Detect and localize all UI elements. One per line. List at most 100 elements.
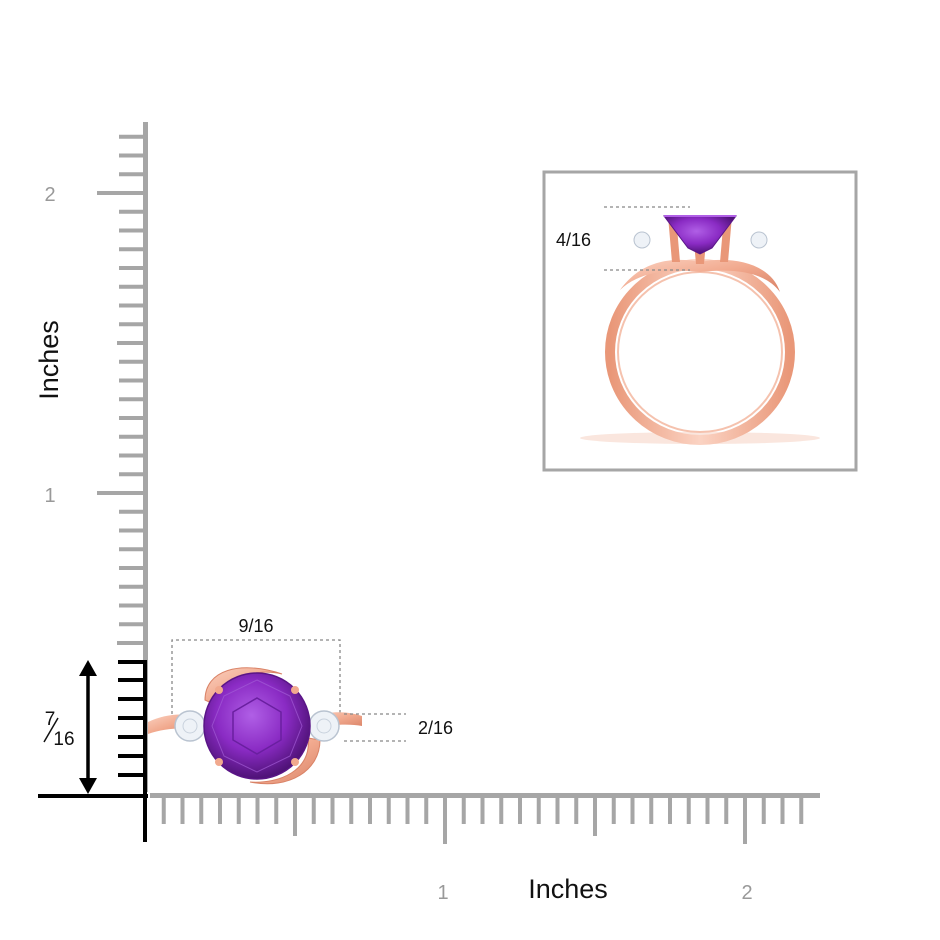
y-axis-black-line: [143, 794, 147, 842]
x-tick-label-2: 2: [741, 882, 752, 904]
horizontal-ruler-tick: [368, 796, 372, 824]
horizontal-ruler-tick: [199, 796, 204, 824]
horizontal-ruler-tick: [274, 796, 279, 824]
vertical-ruler-tick: [119, 566, 147, 570]
gem-facet-outer: [211, 679, 303, 773]
side-stone-label: 2/16: [418, 718, 453, 738]
horizontal-ruler-tick: [293, 796, 297, 836]
horizontal-ruler-tick: [161, 796, 166, 824]
vertical-ruler-tick: [119, 397, 147, 402]
horizontal-ruler-tick: [405, 796, 410, 824]
vertical-ruler-tick: [117, 641, 147, 645]
horizontal-ruler-tick: [349, 796, 354, 824]
vertical-ruler-tick: [119, 434, 147, 439]
vertical-ruler-tick: [119, 359, 147, 364]
gem-facet: [232, 697, 282, 755]
vertical-ruler-tick: [119, 134, 147, 139]
black-axes: [38, 660, 148, 842]
prong: [291, 758, 299, 766]
vertical-ruler-tick: [119, 209, 147, 214]
vertical-ruler-tick: [119, 378, 147, 383]
x-axis-label: Inches: [528, 874, 608, 904]
vertical-ruler-tick: [119, 266, 147, 270]
horizontal-ruler-tick: [518, 796, 522, 824]
side-diamond-right: [308, 710, 340, 742]
vertical-ruler: [97, 122, 148, 792]
vertical-ruler-tick: [117, 341, 147, 345]
vertical-ruler-tick: [119, 453, 147, 458]
ring-top-view: 9/16 2/16: [148, 616, 453, 785]
black-tick: [118, 773, 143, 777]
vertical-ruler-tick: [97, 491, 147, 495]
horizontal-ruler-tick: [499, 796, 504, 824]
black-tick: [118, 754, 143, 758]
horizontal-ruler-tick: [686, 796, 691, 824]
horizontal-ruler-tick: [443, 796, 447, 844]
diamond-facet: [182, 718, 198, 734]
horizontal-ruler-tick: [218, 796, 222, 824]
horizontal-ruler-tick: [743, 796, 747, 844]
vertical-ruler-tick: [119, 322, 147, 327]
diamond-facet: [316, 718, 332, 734]
height-arrow: [79, 660, 97, 794]
horizontal-ruler: [150, 793, 820, 844]
horizontal-ruler-tick: [724, 796, 729, 824]
black-tick: [118, 660, 147, 664]
horizontal-ruler-tick: [611, 796, 616, 824]
vertical-ruler-tick: [119, 172, 147, 177]
horizontal-ruler-tick: [330, 796, 335, 824]
width-label: 9/16: [238, 616, 273, 636]
side-height-label: 4/16: [556, 230, 591, 250]
vertical-ruler-tick: [119, 153, 147, 158]
vertical-ruler-tick: [119, 472, 147, 477]
black-tick: [118, 716, 143, 720]
x-axis-black-line: [38, 794, 148, 798]
width-dashed-box: [171, 639, 341, 714]
horizontal-ruler-tick: [311, 796, 316, 824]
vertical-ruler-tick: [119, 509, 147, 514]
side-diamond-left: [174, 710, 206, 742]
y-tick-label-2: 2: [44, 184, 55, 206]
height-numerator: 7: [45, 709, 56, 730]
horizontal-ruler-tick: [668, 796, 672, 824]
vertical-ruler-tick: [119, 528, 147, 533]
vertical-ruler-tick: [119, 547, 147, 552]
side-diamond-left-profile: [633, 231, 651, 249]
horizontal-ruler-tick: [536, 796, 541, 824]
vertical-ruler-tick: [119, 228, 147, 233]
horizontal-ruler-tick: [555, 796, 560, 824]
vertical-ruler-tick: [119, 603, 147, 608]
amethyst-center-stone: [203, 672, 311, 780]
vertical-ruler-tick: [97, 191, 147, 195]
side-diamond-right-profile: [750, 231, 768, 249]
ring-shoulder: [620, 259, 780, 292]
vertical-ruler-tick: [119, 303, 147, 308]
height-denominator: 16: [53, 729, 74, 750]
horizontal-ruler-tick: [630, 796, 635, 824]
vertical-ruler-tick: [119, 284, 147, 289]
horizontal-ruler-tick: [799, 796, 804, 824]
arrow-up-icon: [79, 660, 97, 676]
horizontal-ruler-bar: [150, 793, 820, 798]
x-tick-label-1: 1: [437, 882, 448, 904]
prong: [291, 686, 299, 694]
y-axis-label: Inches: [34, 320, 64, 400]
vertical-ruler-tick: [119, 622, 147, 627]
swirl-bottom: [249, 737, 321, 785]
horizontal-ruler-tick: [386, 796, 391, 824]
horizontal-ruler-tick: [255, 796, 260, 824]
height-fraction: 7 16: [43, 709, 75, 750]
horizontal-ruler-tick: [461, 796, 466, 824]
horizontal-ruler-tick: [780, 796, 785, 824]
horizontal-ruler-tick: [649, 796, 654, 824]
horizontal-ruler-tick: [480, 796, 485, 824]
side-view-panel: 4/16: [542, 170, 858, 472]
prong: [215, 686, 223, 694]
fraction-slash: [43, 717, 59, 743]
prong: [215, 758, 223, 766]
arrow-down-icon: [79, 778, 97, 794]
horizontal-ruler-tick: [761, 796, 766, 824]
horizontal-ruler-tick: [574, 796, 579, 824]
vertical-ruler-tick: [119, 416, 147, 420]
vertical-ruler-tick: [119, 584, 147, 589]
